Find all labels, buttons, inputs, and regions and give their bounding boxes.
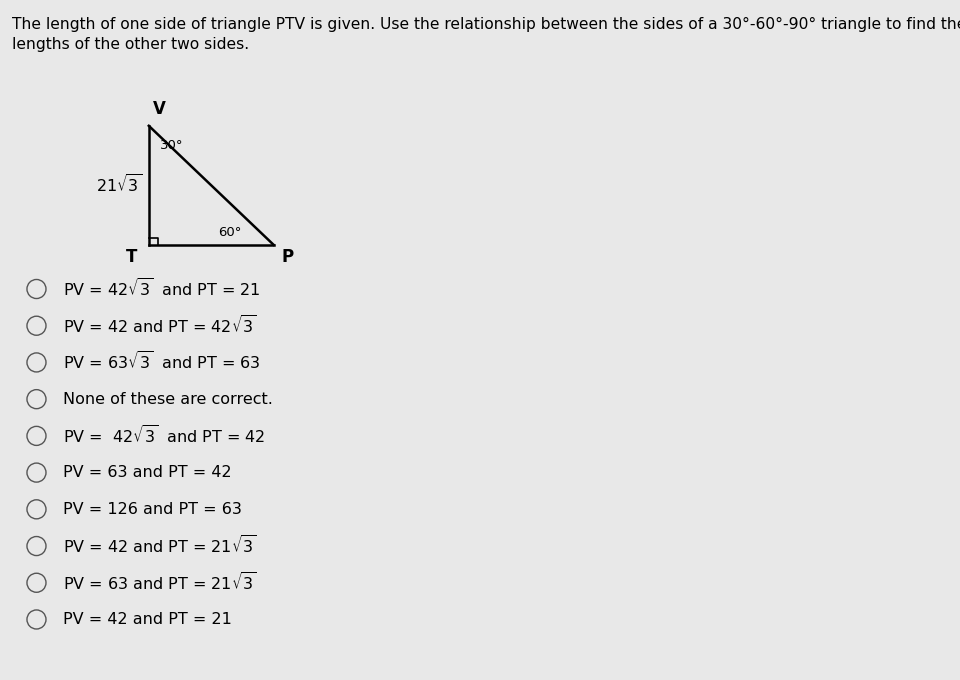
Text: PV = 63 and PT = 21$\sqrt{3}$: PV = 63 and PT = 21$\sqrt{3}$ (63, 572, 257, 594)
Text: PV =  42$\sqrt{3}$  and PT = 42: PV = 42$\sqrt{3}$ and PT = 42 (63, 425, 266, 447)
Text: PV = 42 and PT = 21: PV = 42 and PT = 21 (63, 612, 232, 627)
Text: PV = 42$\sqrt{3}$  and PT = 21: PV = 42$\sqrt{3}$ and PT = 21 (63, 278, 261, 300)
Text: PV = 42 and PT = 42$\sqrt{3}$: PV = 42 and PT = 42$\sqrt{3}$ (63, 315, 257, 337)
Text: P: P (281, 248, 294, 266)
Text: 60°: 60° (218, 226, 241, 239)
Text: None of these are correct.: None of these are correct. (63, 392, 274, 407)
Text: lengths of the other two sides.: lengths of the other two sides. (12, 37, 249, 52)
Text: V: V (153, 100, 165, 118)
Text: PV = 63 and PT = 42: PV = 63 and PT = 42 (63, 465, 232, 480)
Text: PV = 42 and PT = 21$\sqrt{3}$: PV = 42 and PT = 21$\sqrt{3}$ (63, 535, 257, 557)
Text: PV = 63$\sqrt{3}$  and PT = 63: PV = 63$\sqrt{3}$ and PT = 63 (63, 352, 261, 373)
Text: PV = 126 and PT = 63: PV = 126 and PT = 63 (63, 502, 242, 517)
Text: T: T (126, 248, 137, 266)
Text: The length of one side of triangle PTV is given. Use the relationship between th: The length of one side of triangle PTV i… (12, 17, 960, 32)
Text: 30°: 30° (160, 139, 183, 152)
Text: $21\sqrt{3}$: $21\sqrt{3}$ (96, 174, 142, 197)
